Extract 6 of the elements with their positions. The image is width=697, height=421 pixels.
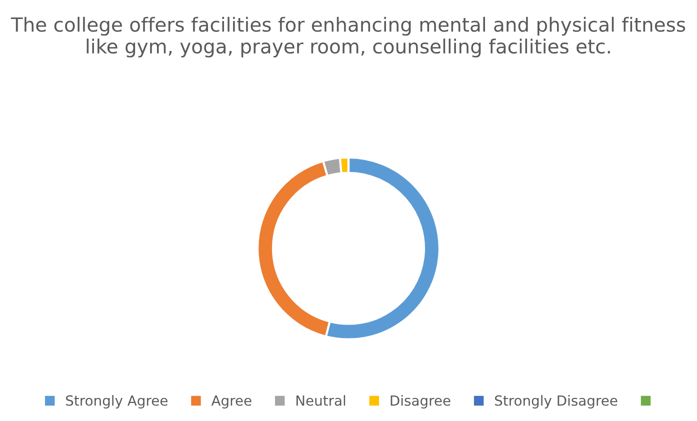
- legend-label: Neutral: [296, 395, 346, 406]
- legend-label: Strongly Disagree: [495, 395, 618, 408]
- legend-label: Strongly Agree: [66, 395, 168, 408]
- chart-title: The college offers facilities for enhancing mental and physical fitness like gym, yoga, prayer room, counselling facilities etc.: [10, 16, 686, 58]
- legend-label: Disagree: [390, 395, 450, 408]
- legend-label: Agree: [211, 395, 252, 408]
